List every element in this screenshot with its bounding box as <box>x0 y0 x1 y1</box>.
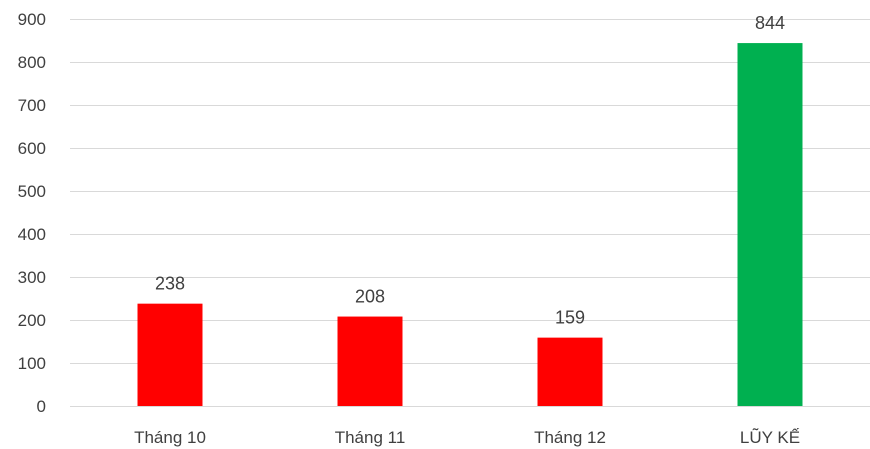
bars <box>137 43 803 407</box>
data-label: 844 <box>755 13 785 33</box>
data-label: 159 <box>555 308 585 328</box>
x-category-label: Tháng 10 <box>134 428 206 447</box>
bar-3 <box>537 337 603 406</box>
x-axis-category-labels: Tháng 10 Tháng 11 Tháng 12 LŨY KẾ <box>134 428 800 447</box>
data-label: 208 <box>355 287 385 307</box>
data-label: 238 <box>155 274 185 294</box>
y-tick-label: 300 <box>18 268 46 287</box>
x-category-label: LŨY KẾ <box>740 428 800 447</box>
y-tick-label: 600 <box>18 139 46 158</box>
y-tick-label: 400 <box>18 225 46 244</box>
bar-4 <box>737 43 803 407</box>
y-tick-label: 700 <box>18 96 46 115</box>
y-axis-tick-labels: 0 100 200 300 400 500 600 700 800 900 <box>18 10 46 416</box>
y-tick-label: 100 <box>18 354 46 373</box>
y-tick-label: 800 <box>18 53 46 72</box>
y-tick-label: 500 <box>18 182 46 201</box>
data-labels: 238 208 159 844 <box>155 13 785 328</box>
y-tick-label: 900 <box>18 10 46 29</box>
x-category-label: Tháng 12 <box>534 428 606 447</box>
y-tick-label: 200 <box>18 311 46 330</box>
bar-2 <box>337 316 403 406</box>
x-category-label: Tháng 11 <box>335 428 406 447</box>
bar-1 <box>137 303 203 406</box>
y-tick-label: 0 <box>37 397 46 416</box>
gridlines <box>70 19 870 407</box>
